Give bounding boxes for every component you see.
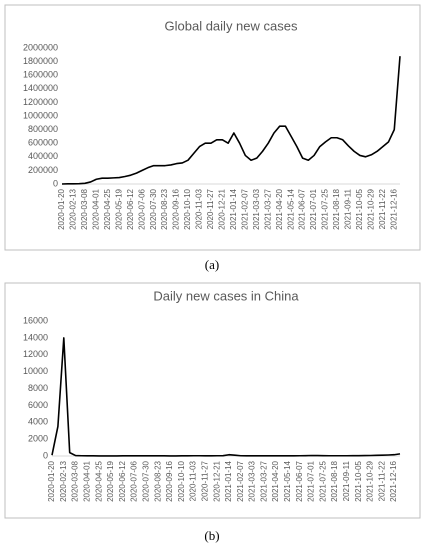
x-tick-label: 2020-06-12 — [126, 188, 135, 229]
y-tick-label: 4000 — [28, 417, 48, 427]
y-tick-label: 0 — [43, 450, 48, 460]
caption: (a) — [205, 257, 219, 272]
y-tick-label: 6000 — [28, 400, 48, 410]
x-tick-label: 2021-04-20 — [271, 460, 280, 501]
x-tick-label: 2021-11-22 — [377, 460, 386, 501]
x-tick-label: 2020-04-25 — [94, 460, 103, 501]
x-tick-label: 2020-05-19 — [106, 460, 115, 501]
data-line — [51, 337, 401, 457]
x-tick-label: 2021-10-05 — [354, 460, 363, 501]
x-tick-label: 2020-03-08 — [80, 188, 89, 229]
x-tick-label: 2021-06-07 — [295, 460, 304, 501]
x-tick-label: 2020-10-10 — [183, 188, 192, 229]
x-tick-label: 2020-04-25 — [103, 188, 112, 229]
x-tick-label: 2020-06-12 — [118, 460, 127, 501]
x-tick-label: 2021-06-07 — [298, 188, 307, 229]
x-tick-label: 2021-09-11 — [342, 460, 351, 501]
x-tick-label: 2020-07-06 — [137, 188, 146, 229]
x-tick-label: 2020-03-08 — [71, 460, 80, 501]
y-tick-label: 400000 — [28, 151, 58, 161]
x-tick-label: 2021-10-05 — [355, 188, 364, 229]
x-tick-label: 2020-08-23 — [160, 188, 169, 229]
y-tick-label: 14000 — [23, 332, 48, 342]
y-tick-label: 200000 — [28, 165, 58, 175]
x-tick-label: 2020-01-20 — [57, 188, 66, 229]
x-tick-label: 2020-02-13 — [59, 460, 68, 501]
x-tick-label: 2020-07-06 — [130, 460, 139, 501]
y-tick-label: 12000 — [23, 349, 48, 359]
x-tick-label: 2020-12-21 — [212, 460, 221, 501]
x-tick-label: 2020-04-01 — [82, 460, 91, 501]
chart-title: Daily new cases in China — [153, 288, 299, 303]
x-tick-label: 2020-09-16 — [165, 460, 174, 501]
x-tick-label: 2020-04-01 — [91, 188, 100, 229]
x-tick-label: 2020-11-03 — [189, 460, 198, 501]
x-tick-label: 2020-11-27 — [200, 460, 209, 501]
y-tick-label: 2000000 — [23, 42, 58, 52]
x-tick-label: 2021-03-27 — [263, 188, 272, 229]
x-tick-label: 2020-07-30 — [141, 460, 150, 501]
chart-title: Global daily new cases — [165, 18, 298, 33]
x-tick-label: 2021-07-01 — [309, 188, 318, 229]
x-tick-label: 2020-05-19 — [114, 188, 123, 229]
y-tick-label: 2000 — [28, 434, 48, 444]
y-tick-label: 800000 — [28, 124, 58, 134]
x-tick-label: 2020-01-20 — [47, 460, 56, 501]
x-tick-label: 2021-01-14 — [229, 188, 238, 229]
x-tick-label: 2021-07-25 — [321, 188, 330, 229]
x-tick-label: 2021-12-16 — [389, 188, 398, 229]
x-tick-label: 2021-11-22 — [378, 188, 387, 229]
chart-frame — [4, 4, 421, 251]
x-tick-label: 2021-05-14 — [283, 460, 292, 501]
x-tick-label: 2021-01-14 — [224, 460, 233, 501]
y-tick-label: 10000 — [23, 366, 48, 376]
y-tick-label: 600000 — [28, 138, 58, 148]
x-tick-label: 2021-07-01 — [307, 460, 316, 501]
data-line — [61, 56, 401, 185]
x-tick-label: 2021-12-16 — [389, 460, 398, 501]
y-tick-label: 1600000 — [23, 70, 58, 80]
x-tick-label: 2020-10-10 — [177, 460, 186, 501]
y-tick-label: 1200000 — [23, 97, 58, 107]
x-tick-label: 2020-11-27 — [206, 188, 215, 229]
x-tick-label: 2021-03-27 — [259, 460, 268, 501]
x-tick-label: 2021-02-07 — [236, 460, 245, 501]
chart-frame — [4, 282, 421, 519]
x-tick-label: 2020-11-03 — [195, 188, 204, 229]
x-tick-label: 2020-07-30 — [149, 188, 158, 229]
y-tick-label: 1000000 — [23, 110, 58, 120]
y-tick-label: 1800000 — [23, 56, 58, 66]
x-tick-label: 2020-12-21 — [218, 188, 227, 229]
x-tick-label: 2020-02-13 — [69, 188, 78, 229]
x-tick-label: 2021-03-03 — [252, 188, 261, 229]
y-tick-label: 0 — [53, 178, 58, 188]
x-tick-label: 2021-04-20 — [275, 188, 284, 229]
x-tick-label: 2020-09-16 — [172, 188, 181, 229]
x-tick-label: 2021-02-07 — [240, 188, 249, 229]
y-tick-label: 1400000 — [23, 83, 58, 93]
x-tick-label: 2021-10-29 — [366, 188, 375, 229]
x-tick-label: 2021-09-11 — [344, 188, 353, 229]
x-tick-label: 2021-03-03 — [248, 460, 257, 501]
x-tick-label: 2021-08-18 — [332, 188, 341, 229]
caption: (b) — [204, 528, 219, 543]
x-tick-label: 2021-05-14 — [286, 188, 295, 229]
x-tick-label: 2020-08-23 — [153, 460, 162, 501]
y-tick-label: 8000 — [28, 383, 48, 393]
x-tick-label: 2021-07-25 — [318, 460, 327, 501]
x-tick-label: 2021-08-18 — [330, 460, 339, 501]
x-tick-label: 2021-10-29 — [366, 460, 375, 501]
y-tick-label: 16000 — [23, 315, 48, 325]
